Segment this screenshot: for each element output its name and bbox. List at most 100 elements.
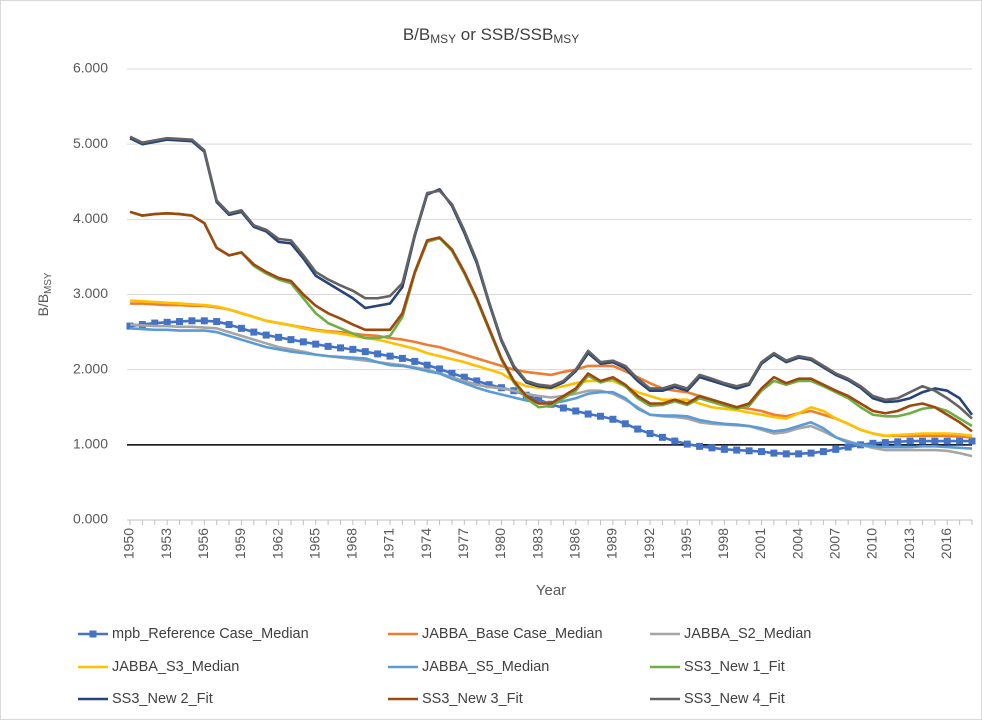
series-marker [188, 317, 196, 325]
series-marker [572, 407, 580, 415]
series-marker [275, 333, 283, 341]
series-marker [337, 344, 344, 352]
series-marker [696, 442, 704, 450]
series-marker [956, 437, 964, 445]
series-marker [819, 448, 827, 456]
series-marker [584, 410, 592, 418]
x-tick-label: 1962 [269, 528, 285, 559]
y-axis-label: B/BMSY [35, 272, 54, 316]
series-marker [535, 396, 543, 404]
x-tick-label: 2016 [938, 528, 954, 559]
series-marker [931, 437, 939, 445]
series-marker [807, 449, 815, 457]
series-marker [374, 350, 382, 358]
y-tick-label: 6.000 [73, 60, 108, 76]
series-marker [151, 319, 159, 327]
series-marker [436, 365, 444, 373]
legend-label: JABBA_Base Case_Median [422, 626, 603, 642]
legend-label: SS3_New 3_Fit [422, 691, 523, 707]
series-marker [163, 318, 171, 326]
y-tick-label: 0.000 [73, 511, 108, 527]
x-tick-label: 1965 [306, 528, 322, 559]
x-tick-label: 1983 [529, 528, 545, 559]
series-marker [448, 369, 456, 377]
series-marker [869, 439, 877, 447]
series-marker [782, 450, 790, 458]
series-marker [213, 318, 221, 326]
series-marker [287, 336, 295, 344]
series-marker [621, 420, 629, 428]
x-tick-label: 1971 [381, 528, 397, 559]
x-tick-label: 1980 [492, 528, 508, 559]
series-marker [176, 318, 184, 326]
series-marker [881, 439, 889, 447]
series-marker [398, 354, 406, 362]
series-marker [237, 324, 245, 332]
legend-label: JABBA_S5_Median [422, 659, 549, 675]
y-axis-label-part: MSY [43, 272, 54, 294]
series-marker [597, 412, 605, 420]
series-marker [906, 437, 914, 445]
series-marker [361, 348, 369, 356]
legend-marker [89, 630, 97, 638]
series-marker [795, 450, 803, 458]
series-marker [386, 352, 394, 360]
x-axis-label: Year [536, 582, 566, 599]
y-tick-label: 2.000 [73, 360, 108, 376]
series-marker [559, 404, 567, 412]
y-axis-label-part: B/B [35, 294, 51, 317]
series-marker [200, 317, 208, 325]
chart-title-part: MSY [553, 32, 579, 46]
x-tick-label: 2013 [901, 528, 917, 559]
series-line [129, 210, 973, 428]
series-marker [299, 338, 307, 346]
series-marker [634, 425, 642, 433]
chart-title-part: or SSB/SSB [456, 25, 553, 44]
series-marker [968, 437, 976, 445]
series-marker [770, 449, 778, 457]
legend-label: JABBA_S3_Median [112, 659, 239, 675]
y-tick-label: 3.000 [73, 285, 108, 301]
x-tick-label: 2001 [752, 528, 768, 559]
series-marker [658, 433, 666, 441]
series-marker [894, 438, 902, 446]
series-marker [832, 445, 840, 453]
chart-title-part: B/B [403, 25, 430, 44]
series-marker [262, 331, 270, 339]
legend-label: mpb_Reference Case_Median [112, 626, 309, 642]
x-tick-label: 1968 [344, 528, 360, 559]
series-marker [609, 415, 617, 423]
x-tick-label: 1956 [195, 528, 211, 559]
x-tick-label: 1977 [455, 528, 471, 559]
legend-label: JABBA_S2_Median [684, 626, 811, 642]
series-marker [758, 448, 765, 456]
series-marker [708, 444, 716, 452]
series-marker [250, 328, 258, 336]
series-marker [349, 345, 357, 353]
series-marker [473, 377, 481, 385]
x-tick-label: 1998 [715, 528, 731, 559]
legend-label: SS3_New 4_Fit [684, 691, 785, 707]
x-tick-label: 1995 [678, 528, 694, 559]
x-tick-label: 2004 [789, 528, 805, 559]
series-marker [126, 322, 134, 330]
series-marker [844, 443, 852, 451]
series-marker [485, 381, 493, 389]
y-tick-label: 4.000 [73, 210, 108, 226]
series-marker [324, 342, 332, 350]
series-marker [646, 430, 654, 438]
series-marker [411, 357, 419, 365]
x-tick-label: 2010 [864, 528, 880, 559]
series-marker [312, 340, 320, 348]
series-marker [943, 437, 951, 445]
series-marker [683, 440, 691, 448]
series-marker [733, 446, 741, 454]
series-marker [460, 373, 468, 381]
x-tick-label: 1989 [604, 528, 620, 559]
series-marker [423, 361, 431, 369]
legend-label: SS3_New 1_Fit [684, 659, 785, 675]
chart-title-part: MSY [430, 32, 456, 46]
x-tick-label: 1974 [418, 528, 434, 559]
